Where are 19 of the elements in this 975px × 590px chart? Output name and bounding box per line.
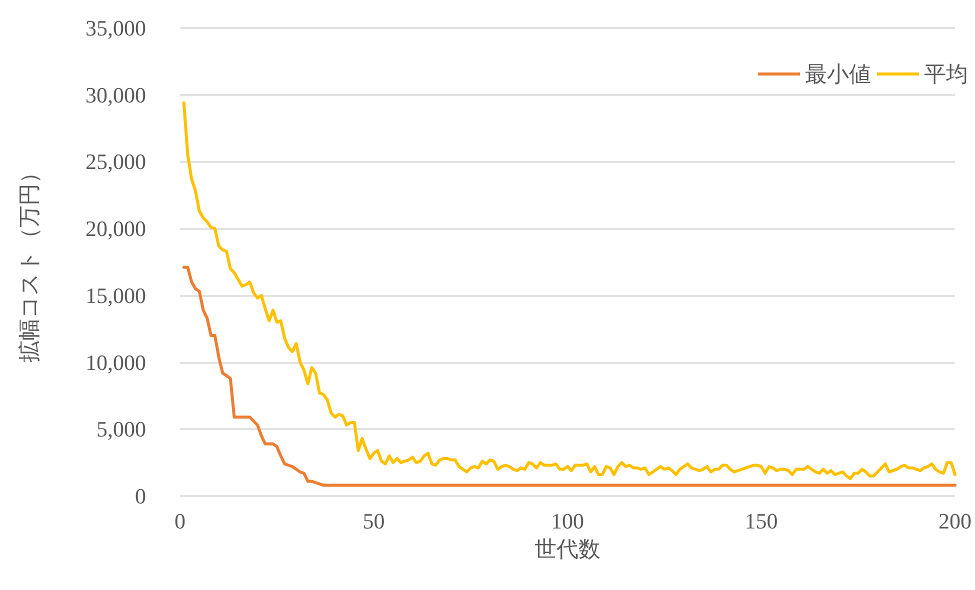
x-axis-title: 世代数 bbox=[534, 536, 600, 562]
y-tick-label: 5,000 bbox=[96, 416, 146, 442]
y-tick-label: 35,000 bbox=[86, 16, 146, 40]
x-tick-label: 0 bbox=[174, 508, 186, 534]
y-tick-label: 15,000 bbox=[86, 282, 146, 308]
line-series bbox=[182, 101, 956, 480]
y-tick-label: 0 bbox=[135, 484, 146, 508]
y-tick-label: 25,000 bbox=[86, 149, 146, 174]
legend-label: 平均 bbox=[924, 62, 968, 86]
y-tick-label: 10,000 bbox=[86, 350, 146, 375]
legend-label: 最小値 bbox=[805, 62, 871, 86]
y-tick-label: 20,000 bbox=[86, 216, 146, 242]
x-tick-label: 150 bbox=[744, 508, 778, 534]
y-tick-label: 30,000 bbox=[86, 82, 146, 108]
x-tick-label: 200 bbox=[938, 508, 972, 534]
line-series bbox=[182, 266, 956, 487]
x-tick-label: 50 bbox=[362, 508, 385, 534]
y-axis-title: 拡幅コスト（万円） bbox=[16, 162, 42, 362]
x-tick-label: 100 bbox=[551, 508, 584, 534]
